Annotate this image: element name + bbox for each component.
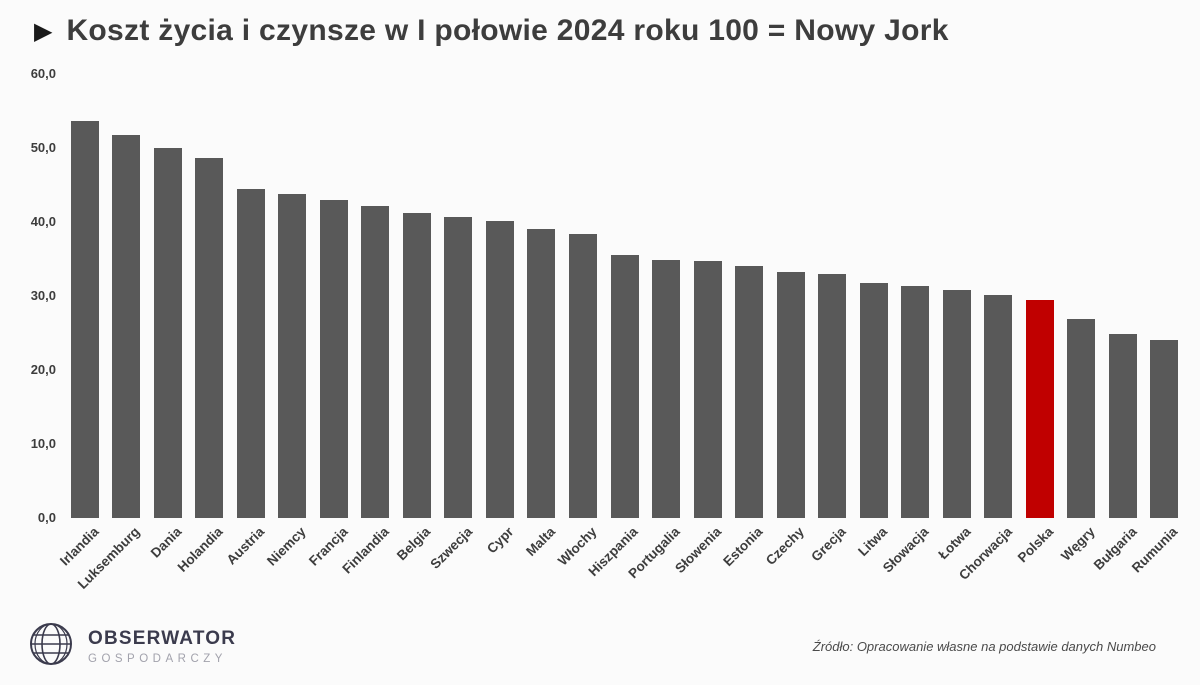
brand-logo: OBSERWATOR GOSPODARCZY	[28, 621, 236, 672]
x-axis-label: Szwecja	[427, 524, 476, 572]
x-axis-label: Niemcy	[264, 524, 309, 569]
x-axis-label: Austria	[223, 524, 268, 568]
bar	[1108, 334, 1137, 518]
bar	[1067, 318, 1096, 518]
plot-area: Irlandia Luksemburg Dania Holandia Austria Ni…	[57, 74, 1185, 592]
x-axis-label: Litwa	[855, 524, 891, 560]
bar	[153, 148, 182, 518]
bar	[402, 213, 431, 518]
y-tick-label: 60,0	[30, 66, 56, 81]
y-tick-label: 20,0	[30, 362, 56, 377]
bar	[361, 205, 390, 518]
x-axis-label: Węgry	[1058, 524, 1098, 564]
bar	[693, 261, 722, 518]
brand-name: OBSERWATOR	[88, 627, 237, 649]
bar	[568, 233, 597, 518]
x-axis-label: Czechy	[763, 524, 808, 569]
chart-title: Koszt życia i czynsze w I połowie 2024 r…	[66, 14, 949, 47]
chart-title-row: ▶ Koszt życia i czynsze w I połowie 2024…	[34, 14, 949, 48]
bar	[485, 220, 514, 518]
source-note: Źródło: Opracowanie własne na podstawie …	[812, 638, 1156, 654]
bar	[112, 134, 141, 518]
bar	[610, 255, 639, 518]
bar-highlight	[1025, 299, 1054, 518]
y-tick-label: 0,0	[37, 510, 56, 525]
bar	[735, 266, 764, 518]
globe-icon	[28, 621, 74, 672]
bar	[236, 189, 265, 518]
brand-text: OBSERWATOR GOSPODARCZY	[88, 628, 236, 665]
triangle-marker-icon: ▶	[34, 18, 53, 45]
bar	[195, 157, 224, 518]
bar	[901, 286, 930, 518]
footer: OBSERWATOR GOSPODARCZY Źródło: Opracowan…	[0, 613, 1200, 685]
bar	[444, 216, 473, 518]
x-axis-label: Grecja	[808, 524, 849, 565]
y-tick-label: 40,0	[30, 214, 56, 229]
x-axis-label: Cypr	[484, 524, 517, 557]
y-tick-label: 10,0	[30, 436, 56, 451]
brand-subtitle: GOSPODARCZY	[88, 652, 227, 665]
bar	[278, 193, 307, 518]
x-axis-label: Łotwa	[935, 524, 974, 563]
x-axis-label: Malta	[523, 524, 559, 560]
bar	[818, 273, 847, 518]
x-axis-label: Estonia	[720, 524, 766, 570]
bar	[859, 283, 888, 518]
bar	[527, 229, 556, 518]
bar	[1150, 340, 1179, 518]
bar	[319, 199, 348, 518]
x-axis-label: Belgia	[394, 524, 434, 564]
x-axis-label: Dania	[147, 524, 185, 561]
bar	[942, 290, 971, 518]
bar	[984, 294, 1013, 518]
bar	[652, 260, 681, 518]
bar	[70, 121, 99, 518]
y-axis: 0,0 10,0 20,0 30,0 40,0 50,0 60,0	[14, 67, 56, 525]
y-tick-label: 30,0	[30, 288, 56, 303]
y-tick-label: 50,0	[30, 140, 56, 155]
x-axis-label: Polska	[1014, 524, 1057, 566]
bar	[776, 272, 805, 518]
